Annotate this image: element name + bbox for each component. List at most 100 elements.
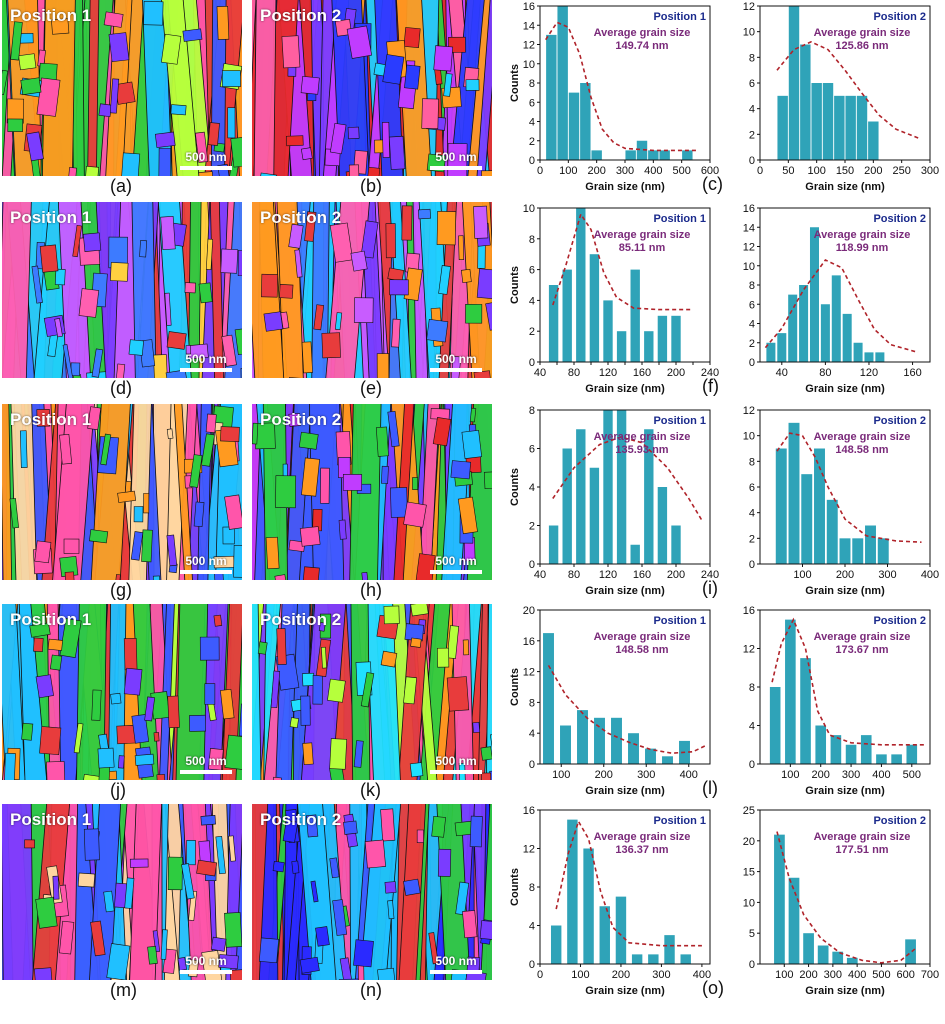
histogram-bar <box>815 725 827 764</box>
y-tick-label: 16 <box>743 605 755 617</box>
scale-bar-label: 500 nm <box>185 150 227 164</box>
y-tick-label: 8 <box>529 78 535 90</box>
histogram-o-right: 100 200 300 400 500 600 700 0 5 10 15 20 25 Grain siz… <box>728 804 939 997</box>
scale-bar-line <box>430 166 482 170</box>
histogram-bar <box>630 269 640 362</box>
y-tick-label: 0 <box>749 559 755 571</box>
histogram-bar <box>822 83 834 160</box>
x-tick-label: 80 <box>568 367 580 379</box>
y-tick-label: 12 <box>743 644 755 656</box>
scale-bar-line <box>430 570 482 574</box>
fit-curve <box>545 21 699 152</box>
histogram-c-left: 0 100 200 300 400 500 600 0 2 4 6 8 10 12 14 16 Grain si… <box>508 0 719 193</box>
histogram-bar <box>788 422 800 564</box>
x-tick-label: 40 <box>776 367 788 379</box>
x-tick-label: 80 <box>819 367 831 379</box>
x-tick-label: 150 <box>836 165 854 177</box>
panel-tag: (j) <box>110 780 126 800</box>
average-annotation: Average grain size <box>814 431 911 443</box>
x-tick-label: 120 <box>599 367 617 379</box>
x-tick-label: 100 <box>552 769 570 781</box>
y-tick-label: 0 <box>749 357 755 369</box>
y-tick-label: 4 <box>749 508 755 520</box>
orientation-map-1: Position 1 500 nm <box>2 604 242 780</box>
histogram-bar <box>788 6 800 160</box>
fit-curve <box>776 831 916 964</box>
histogram-bar <box>809 227 819 362</box>
x-tick-label: 160 <box>633 569 651 581</box>
panel-tag: (i) <box>702 578 718 598</box>
y-tick-label: 0 <box>749 959 755 971</box>
position-label: Position 2 <box>260 6 342 25</box>
y-tick-label: 2 <box>529 326 535 338</box>
scale-bar-label: 500 nm <box>435 754 477 768</box>
x-axis-label: Grain size (nm) <box>585 985 665 997</box>
histogram-bar <box>662 756 673 764</box>
x-axis-label: Grain size (nm) <box>585 585 665 597</box>
figure-row: Position 1 500 nm (g) Position 2 500 nm (h) (i… <box>0 404 945 604</box>
fit-curve <box>776 41 919 139</box>
histogram-bar <box>785 619 796 764</box>
x-axis-label: Grain size (nm) <box>805 181 885 193</box>
panel-tag: (a) <box>110 176 132 196</box>
histogram-bar <box>659 150 670 160</box>
panel-tag: (l) <box>702 778 718 798</box>
y-axis-label: Counts <box>509 64 521 102</box>
average-annotation: Average grain size <box>594 831 691 843</box>
y-tick-label: 0 <box>529 959 535 971</box>
histogram-bar <box>589 254 600 362</box>
average-annotation: 136.37 nm <box>615 844 668 856</box>
average-annotation: Average grain size <box>594 27 691 39</box>
y-tick-label: 4 <box>749 721 755 733</box>
average-annotation: Average grain size <box>594 229 691 241</box>
histogram-bar <box>576 429 586 564</box>
histogram-bar <box>546 34 557 160</box>
x-tick-label: 100 <box>807 165 825 177</box>
y-tick-label: 6 <box>749 299 755 311</box>
histogram-bar <box>766 342 776 362</box>
histogram-bar <box>788 877 800 964</box>
chart-title: Position 1 <box>653 415 706 427</box>
histogram-bar <box>580 83 591 160</box>
x-tick-label: 300 <box>824 969 842 981</box>
y-tick-label: 12 <box>523 40 535 52</box>
orientation-map-1: Position 1 500 nm <box>2 404 242 580</box>
x-tick-label: 160 <box>903 367 921 379</box>
histogram-bar <box>803 933 814 964</box>
y-tick-label: 6 <box>749 78 755 90</box>
fit-curve <box>555 819 702 947</box>
histogram-bar <box>856 95 868 160</box>
x-tick-label: 200 <box>799 969 817 981</box>
x-tick-label: 40 <box>534 367 546 379</box>
y-tick-label: 2 <box>529 521 535 533</box>
histogram-bar <box>548 525 559 564</box>
histogram-bar <box>599 906 610 964</box>
chart-title: Position 2 <box>873 11 926 23</box>
y-tick-label: 0 <box>529 155 535 167</box>
y-tick-label: 8 <box>529 882 535 894</box>
y-tick-label: 25 <box>743 805 755 817</box>
x-tick-label: 200 <box>812 769 830 781</box>
scale-bar-label: 500 nm <box>435 954 477 968</box>
histogram-bar <box>875 352 885 362</box>
orientation-map-1: Position 1 500 nm <box>2 202 242 378</box>
scale-bar-line <box>180 770 232 774</box>
average-annotation: 125.86 nm <box>835 40 888 52</box>
y-tick-label: 8 <box>529 234 535 246</box>
histogram-bar <box>616 410 627 564</box>
y-tick-label: 5 <box>749 928 755 940</box>
scale-bar-line <box>180 970 232 974</box>
histogram-bar <box>788 294 798 362</box>
histogram-bar <box>589 467 600 564</box>
histogram-bar <box>628 733 639 764</box>
histogram-bar <box>657 315 668 362</box>
plot-frame <box>759 809 931 965</box>
histogram-bar <box>648 954 659 964</box>
y-tick-label: 6 <box>529 265 535 277</box>
histogram-bar <box>846 957 858 964</box>
y-tick-label: 2 <box>529 136 535 148</box>
histogram-bar <box>820 304 830 362</box>
figure-row: Position 1 500 nm (d) Position 2 500 nm (e) (f… <box>0 202 945 402</box>
y-tick-label: 12 <box>743 242 755 254</box>
y-tick-label: 10 <box>523 203 535 215</box>
